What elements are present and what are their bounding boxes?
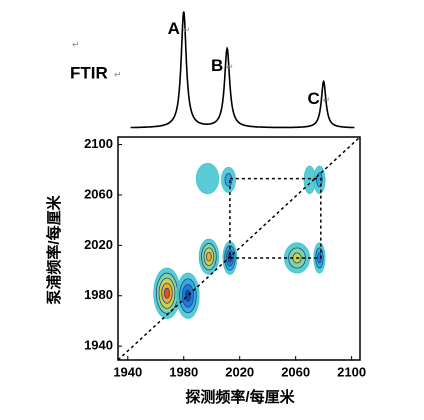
return-mark: ↵ (323, 95, 331, 105)
contour-level (195, 163, 220, 195)
x-tick-label: 2100 (337, 364, 366, 379)
peak-label: B (211, 56, 223, 75)
y-tick-label: 2100 (84, 136, 113, 151)
contour-level (224, 173, 233, 187)
y-tick-label: 2020 (84, 237, 113, 252)
ftir-label: FTIR (70, 63, 108, 82)
peak-label: C (307, 89, 319, 108)
x-tick-label: 1940 (113, 364, 142, 379)
return-mark: ↵ (114, 69, 122, 79)
return-mark: ↵ (72, 39, 80, 49)
contour-level (163, 287, 171, 299)
plot-frame (117, 136, 361, 361)
x-axis-label: 探测频率/每厘米 (185, 388, 295, 406)
peak-label: A (168, 19, 180, 38)
diagonal (118, 137, 360, 360)
plot-area (118, 137, 360, 360)
return-mark: ↵ (183, 25, 191, 35)
return-mark: ↵ (226, 62, 234, 72)
y-tick-label: 1980 (84, 287, 113, 302)
x-tick-label: 1980 (169, 364, 198, 379)
cross-peak-box (229, 177, 322, 259)
contour-level (184, 289, 192, 302)
ftir-spectrum (130, 11, 355, 129)
y-axis-label: 泵浦频率/每厘米 (45, 194, 63, 304)
x-tick-label: 2060 (281, 364, 310, 379)
y-tick-label: 2060 (84, 186, 113, 201)
contour-level (206, 251, 212, 262)
y-tick-label: 1940 (84, 338, 113, 353)
x-tick-label: 2020 (225, 364, 254, 379)
